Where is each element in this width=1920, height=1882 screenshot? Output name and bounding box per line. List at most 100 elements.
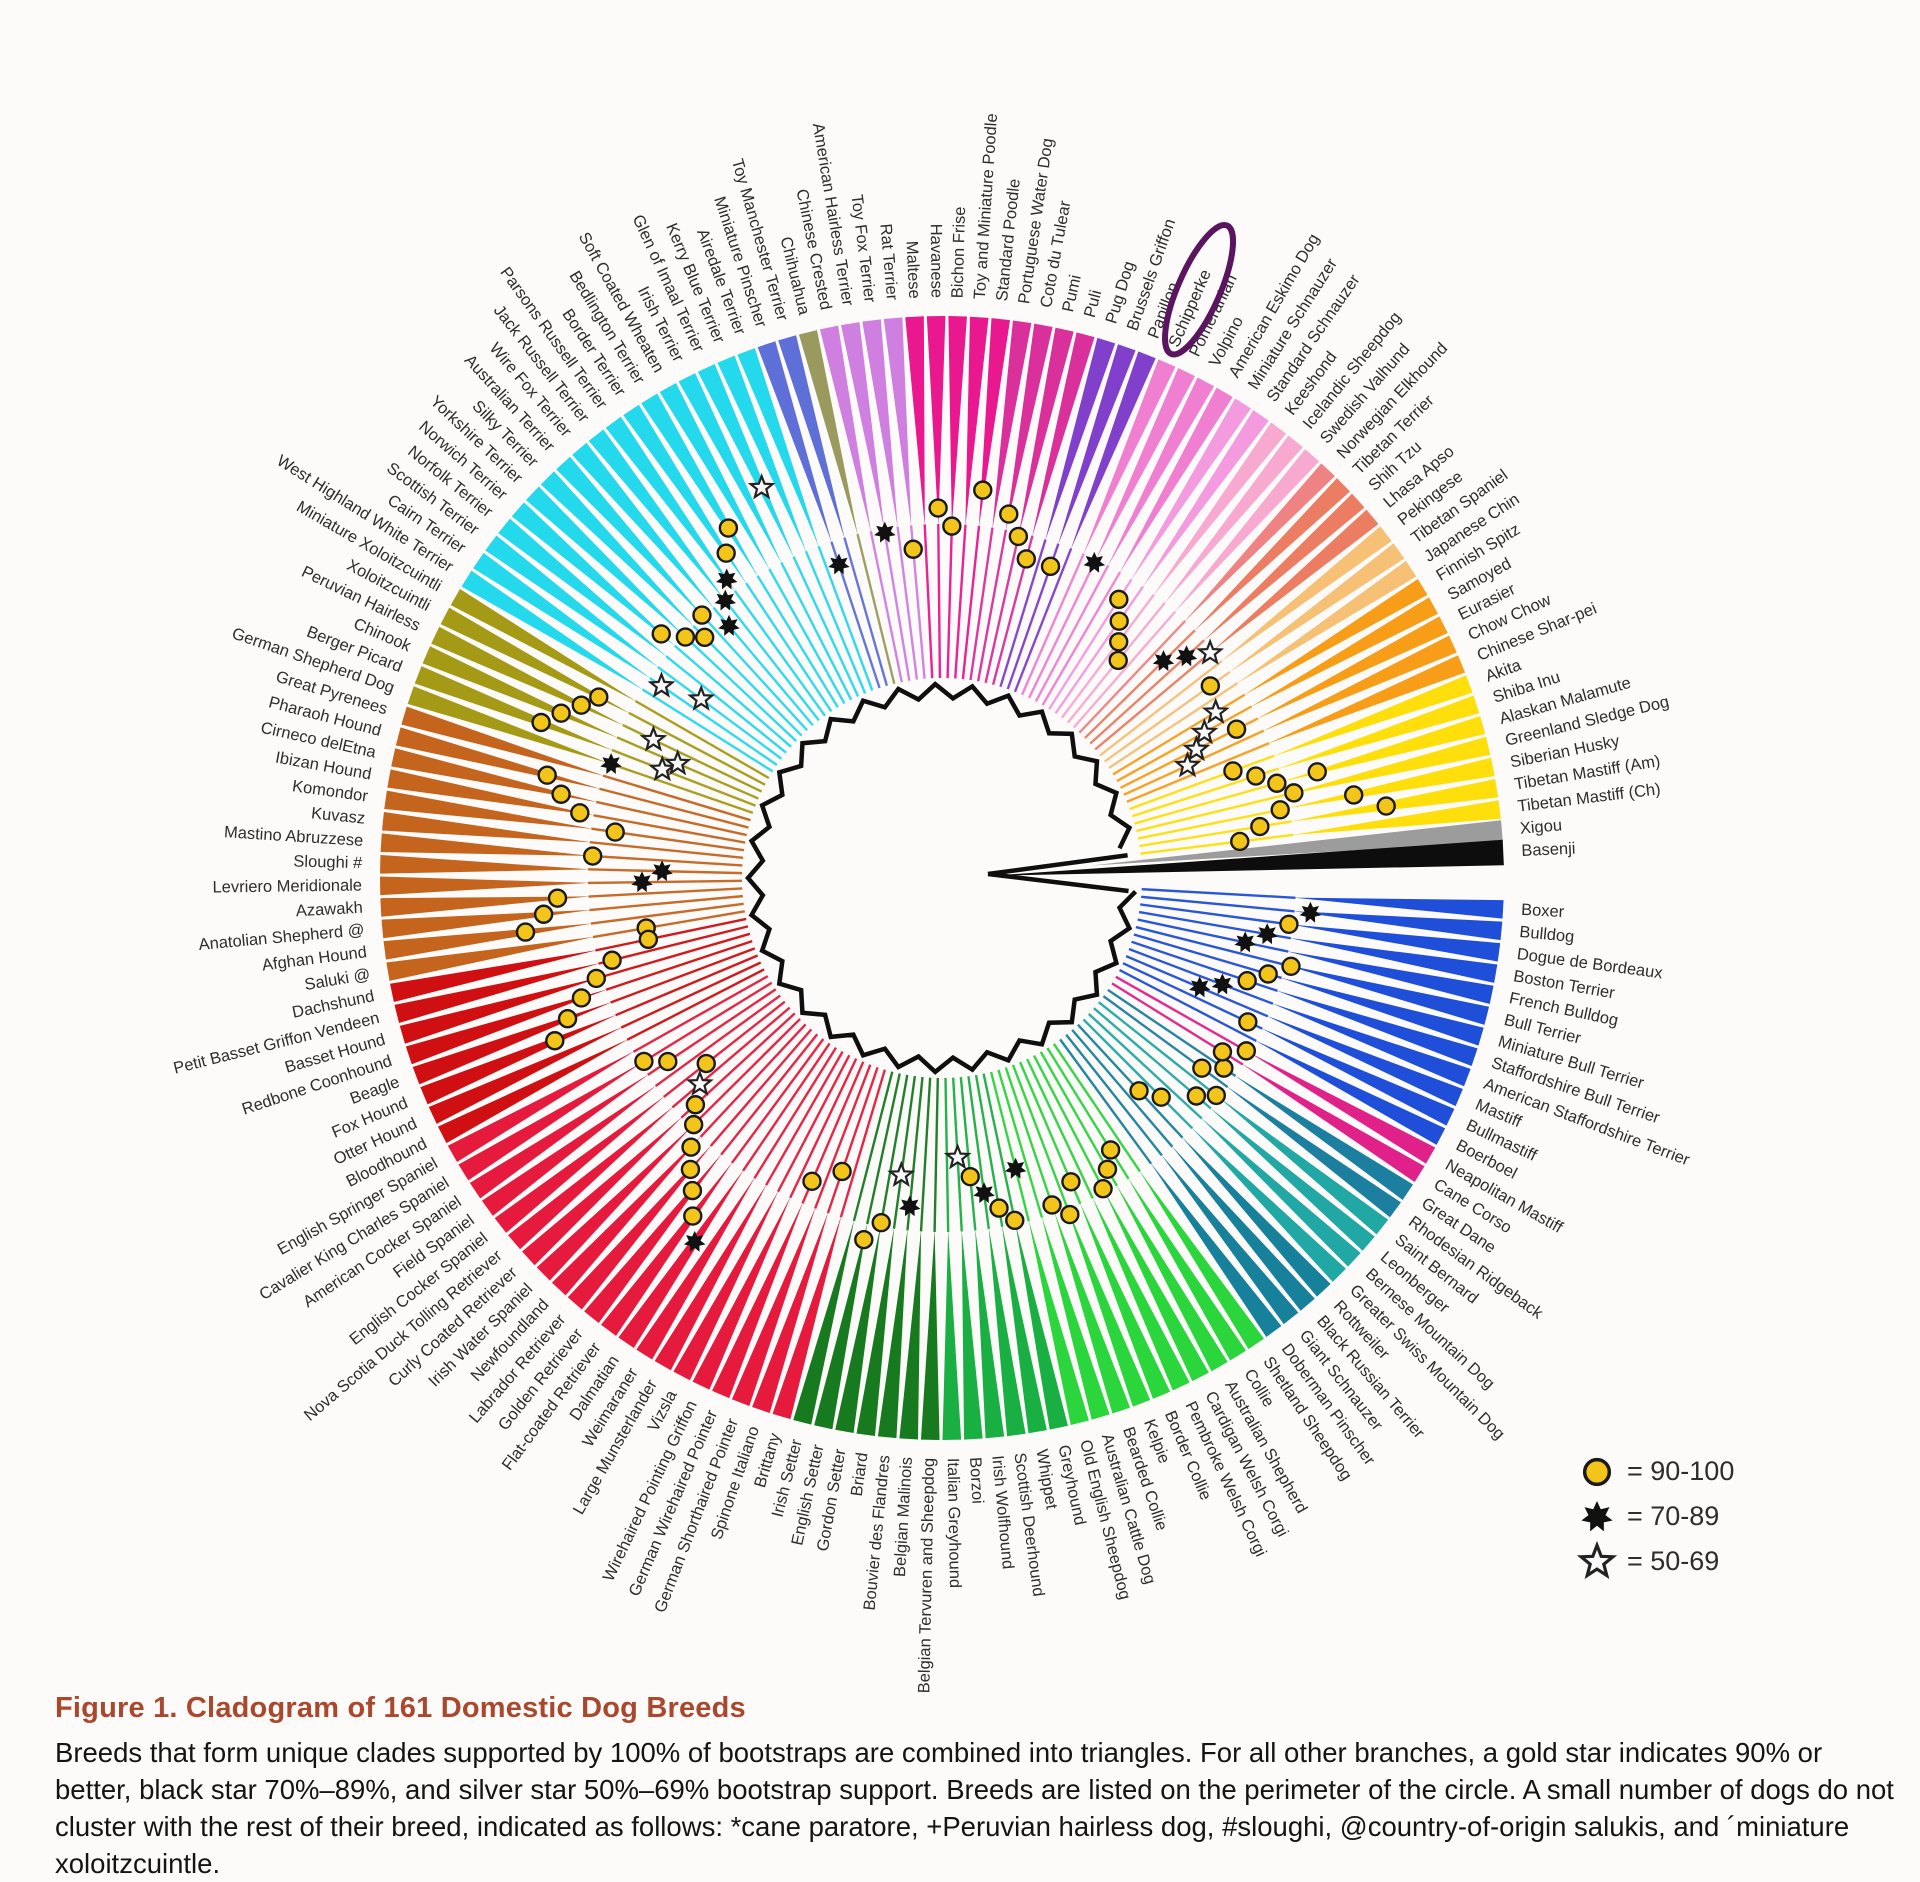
clade-wedge <box>618 1169 745 1348</box>
clade-wedge <box>1256 616 1448 720</box>
branch-line <box>776 1054 851 1193</box>
bootstrap-silver-star <box>943 1143 972 1170</box>
bootstrap-gold-circle <box>1129 1081 1149 1101</box>
clade-wedge <box>877 1228 908 1439</box>
clade-wedge <box>383 923 593 960</box>
clade-wedge <box>1254 1039 1446 1145</box>
bootstrap-gold-circle <box>716 543 736 563</box>
branch-line <box>588 879 743 885</box>
clade-wedge <box>1267 655 1466 744</box>
clade-wedge <box>450 588 638 702</box>
clade-wedge <box>440 607 631 714</box>
clade-wedge <box>380 876 591 896</box>
breed-label: Belgian Tervuren and Sheepdog <box>915 1458 938 1694</box>
clade-wedge <box>481 1084 658 1216</box>
branch-line <box>997 1069 1044 1218</box>
branch-line <box>789 1058 858 1199</box>
clade-wedge <box>1217 1096 1389 1235</box>
breed-label: Whippet <box>1032 1448 1060 1511</box>
bootstrap-black-star <box>684 1230 706 1252</box>
branch-line <box>733 590 826 717</box>
branch-line <box>611 748 756 807</box>
bootstrap-gold-circle <box>634 1051 654 1072</box>
clade-wedge <box>899 1229 922 1440</box>
branch-line <box>1094 649 1214 751</box>
breed-label: Maltese <box>902 241 923 300</box>
branch-line <box>599 787 749 829</box>
clade-wedge <box>437 1038 629 1144</box>
bootstrap-silver-star <box>1196 638 1225 665</box>
clade-wedge <box>1163 435 1303 605</box>
branch-line <box>1116 705 1253 783</box>
clade-wedge <box>757 341 833 544</box>
breed-label: Pumi <box>1059 273 1085 314</box>
branch-line <box>843 537 889 687</box>
branch-line <box>1097 1001 1221 1099</box>
clade-wedge <box>1293 897 1504 919</box>
branch-line <box>665 655 787 754</box>
branch-line <box>598 925 749 965</box>
bootstrap-gold-circle <box>685 1095 706 1115</box>
branch-line <box>1099 660 1223 757</box>
breed-label: Italian Greyhound <box>944 1458 964 1589</box>
clade-wedge <box>380 833 591 856</box>
clade-wedge <box>1130 398 1251 581</box>
bootstrap-gold-circle <box>1016 549 1036 569</box>
branch-line <box>610 947 756 1004</box>
branch-line <box>923 524 934 679</box>
clade-wedge <box>1160 1153 1299 1325</box>
branch-line <box>1020 553 1085 696</box>
bootstrap-gold-circle <box>1093 1179 1113 1199</box>
bootstrap-gold-circle <box>973 480 993 500</box>
clade-wedge <box>1107 377 1215 568</box>
bootstrap-black-star <box>1175 645 1198 667</box>
clade-wedge <box>1233 1074 1414 1200</box>
bootstrap-gold-circle <box>692 605 712 625</box>
branch-line <box>826 1066 879 1214</box>
clade-wedge <box>386 936 595 981</box>
branch-line <box>689 1018 801 1129</box>
bootstrap-gold-circle <box>570 803 590 823</box>
bootstrap-gold-circle <box>1226 719 1247 739</box>
bootstrap-black-star <box>716 568 738 590</box>
clade-wedge <box>772 1215 842 1420</box>
clade-wedge <box>447 1050 636 1162</box>
bootstrap-gold-circle <box>582 846 603 866</box>
clade-wedge <box>965 316 989 527</box>
bootstrap-gold-circle <box>1270 800 1290 820</box>
bootstrap-silver-star <box>663 749 692 776</box>
bootstrap-gold-circle <box>1376 796 1396 816</box>
bootstrap-silver-star <box>647 671 676 698</box>
branch-line <box>1107 988 1237 1077</box>
bootstrap-gold-circle <box>571 988 592 1008</box>
branch-line <box>1054 585 1145 715</box>
clade-wedge <box>731 1206 816 1406</box>
clade-wedge <box>405 989 608 1065</box>
clade-wedge <box>1127 1177 1247 1361</box>
breed-label: Havanese <box>927 224 946 298</box>
branch-line <box>1084 629 1196 739</box>
clade-wedge <box>1173 449 1320 614</box>
clade-wedge <box>1243 578 1428 696</box>
branch-line <box>620 961 762 1029</box>
branch-line <box>657 665 783 760</box>
clade-wedge <box>401 706 606 777</box>
bootstrap-gold-circle <box>903 539 923 559</box>
legend-silver-star <box>1576 1540 1618 1580</box>
branch-line <box>1072 610 1177 729</box>
branch-line <box>589 841 744 859</box>
bootstrap-gold-circle <box>1284 783 1304 803</box>
branch-line <box>720 1033 819 1156</box>
clade-wedge <box>1271 1002 1471 1087</box>
clade-wedge <box>1054 1211 1131 1414</box>
bootstrap-gold-circle <box>1100 1140 1121 1160</box>
clade-wedge <box>511 502 677 648</box>
clade-wedge <box>1028 1219 1089 1426</box>
bootstrap-gold-circle <box>1230 831 1250 852</box>
branch-line <box>852 1071 894 1222</box>
bootstrap-gold-circle <box>1108 650 1128 671</box>
branch-line <box>919 1077 932 1232</box>
bootstrap-black-star <box>1256 923 1278 945</box>
legend-gold-circle <box>1582 1457 1612 1487</box>
branch-line <box>1004 1067 1057 1214</box>
